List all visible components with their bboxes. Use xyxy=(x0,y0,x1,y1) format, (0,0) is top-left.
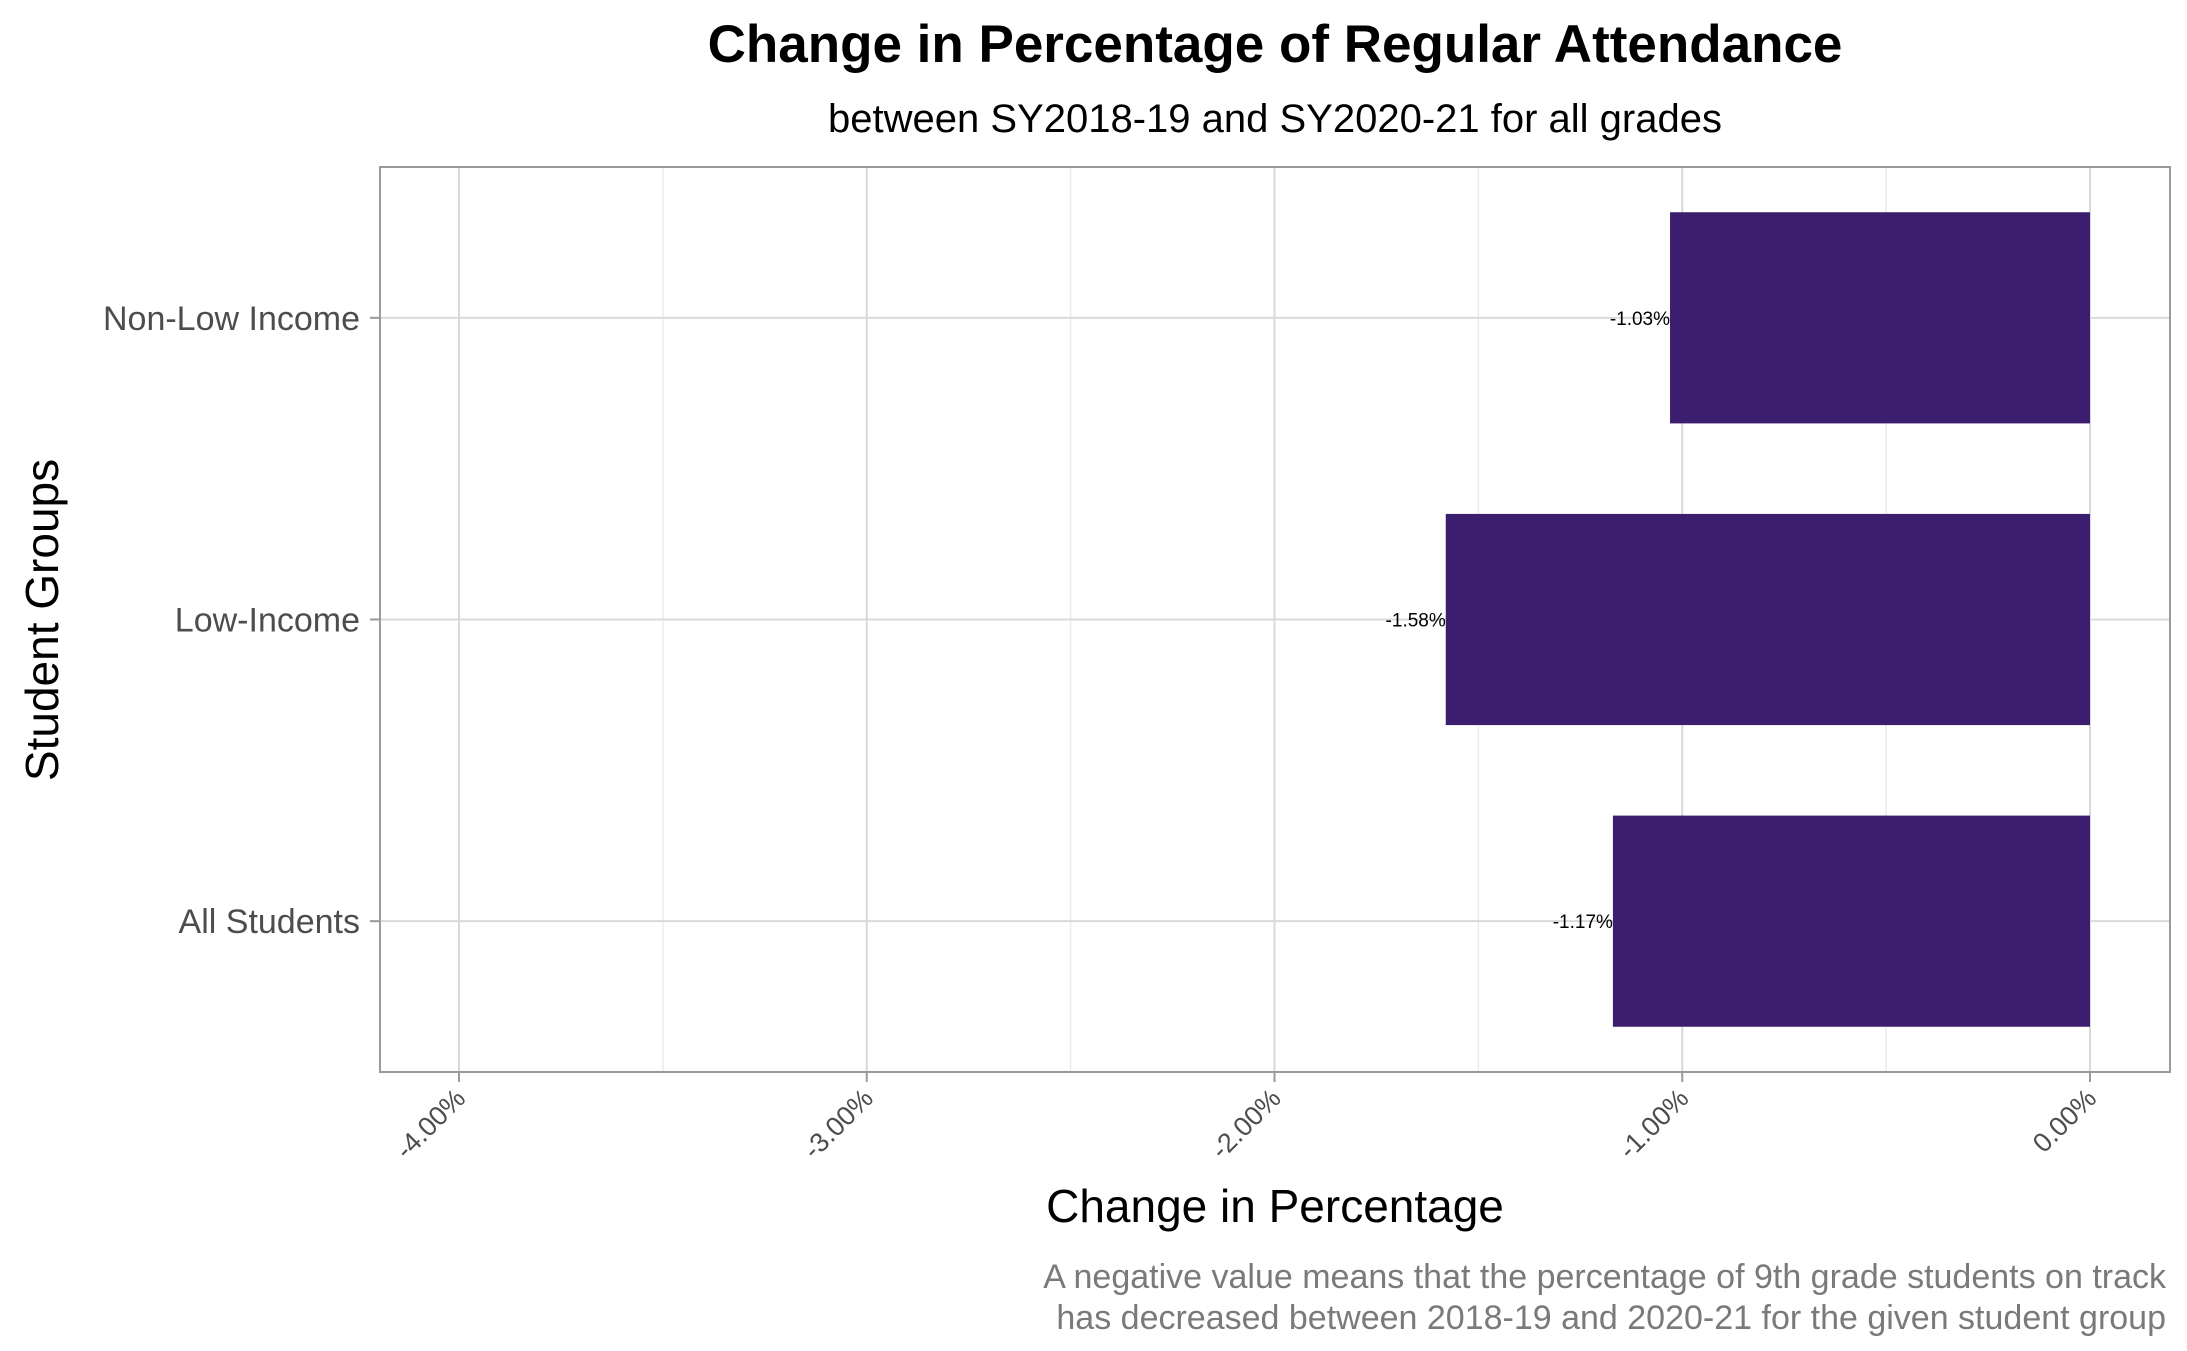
data-label: -1.58% xyxy=(1386,611,1446,632)
bar xyxy=(1670,212,2090,424)
x-axis-title: Change in Percentage xyxy=(1046,1180,1504,1232)
chart-subtitle: between SY2018-19 and SY2020-21 for all … xyxy=(828,97,1722,141)
x-tick-label: -1.00% xyxy=(1613,1083,1695,1165)
bar xyxy=(1612,815,2090,1027)
x-tick-label: -4.00% xyxy=(390,1083,472,1165)
caption-line-2: has decreased between 2018-19 and 2020-2… xyxy=(1056,1299,2166,1337)
x-tick-label: -3.00% xyxy=(797,1083,879,1165)
caption-line-1: A negative value means that the percenta… xyxy=(1043,1258,2167,1296)
y-tick-label: Non-Low Income xyxy=(103,300,360,338)
bar xyxy=(1445,513,2090,726)
chart-title: Change in Percentage of Regular Attendan… xyxy=(708,15,1843,74)
x-tick-label: 0.00% xyxy=(2027,1083,2102,1158)
data-label: -1.03% xyxy=(1610,309,1670,330)
plot-area: -1.03% -1.58% -1.17% Non-Low Income Low-Inco… xyxy=(103,166,2171,1165)
y-tick-label: All Students xyxy=(179,903,360,941)
y-tick-label: Low-Income xyxy=(175,602,360,640)
data-label: -1.17% xyxy=(1553,912,1613,933)
y-axis-title: Student Groups xyxy=(16,459,68,781)
x-tick-label: -2.00% xyxy=(1205,1083,1287,1165)
